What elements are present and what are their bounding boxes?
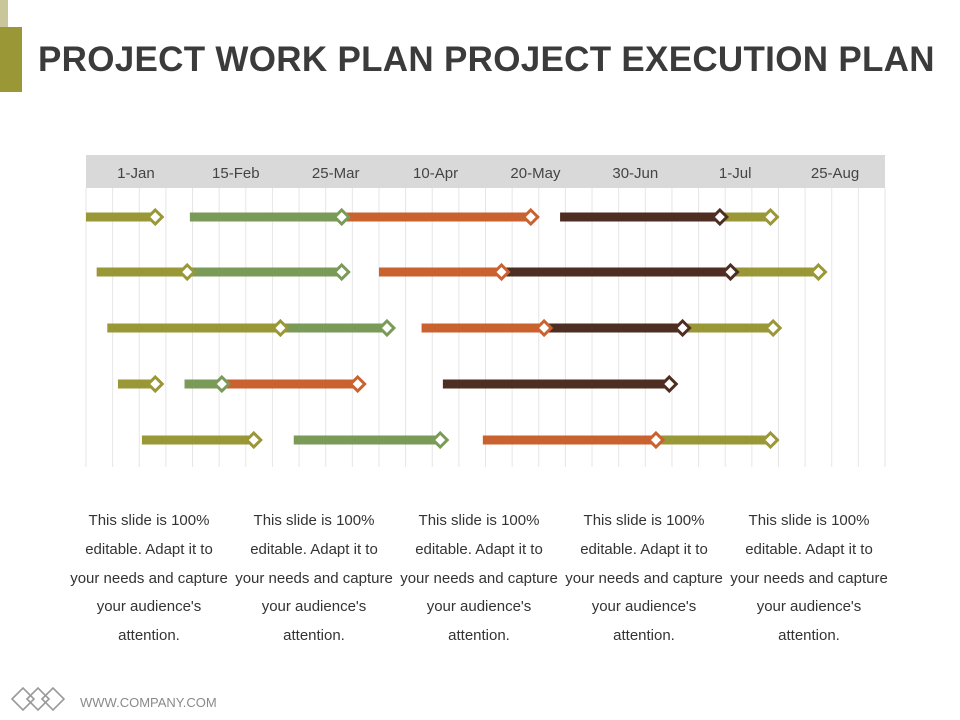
gantt-bar (655, 435, 771, 445)
caption-2: This slide is 100% editable. Adapt it to… (235, 512, 393, 645)
diamond-chain-logo-icon (10, 686, 66, 712)
milestone-diamond-icon (271, 318, 290, 338)
gantt-bar (141, 435, 254, 445)
caption-1: This slide is 100% editable. Adapt it to… (70, 512, 228, 645)
title-accent-bar (0, 27, 22, 92)
milestone-diamond-icon (646, 430, 666, 450)
milestone-diamond-icon (377, 318, 397, 338)
gantt-bar (682, 323, 774, 333)
caption-3: This slide is 100% editable. Adapt it to… (400, 512, 558, 645)
milestone-diamond-icon (492, 262, 511, 282)
gantt-bar (107, 323, 281, 333)
milestone-diamond-icon (764, 318, 783, 338)
milestone-diamond-icon (332, 207, 351, 227)
milestone-diamond-icon (212, 374, 231, 394)
gantt-bar (560, 212, 720, 222)
milestone-diamond-icon (660, 374, 679, 394)
timeline-label: 15-Feb (212, 165, 260, 182)
gantt-bar (421, 323, 545, 333)
gantt-bar (482, 435, 656, 445)
gantt-bar (544, 323, 683, 333)
gantt-bar (378, 267, 502, 277)
milestone-diamond-icon (146, 374, 165, 394)
milestone-diamond-icon (244, 430, 263, 450)
gantt-bar (293, 435, 441, 445)
timeline-label: 25-Mar (312, 165, 360, 182)
milestone-diamond-icon (332, 262, 351, 282)
milestone-diamond-icon (146, 207, 165, 227)
milestone-diamond-icon (348, 374, 367, 394)
gantt-bar (86, 212, 156, 222)
timeline-label: 30-Jun (612, 165, 658, 182)
gantt-bar (184, 379, 222, 389)
milestone-diamond-icon (521, 207, 540, 227)
gantt-bar (501, 267, 731, 277)
gantt-bar (341, 212, 531, 222)
timeline-label: 1-Jan (117, 165, 155, 182)
gantt-bar (96, 267, 188, 277)
gantt-bar (730, 267, 819, 277)
gantt-bar (442, 379, 670, 389)
milestone-diamond-icon (761, 207, 780, 227)
gantt-bars (86, 207, 828, 450)
timeline-label: 25-Aug (811, 165, 859, 182)
timeline-header-bg (86, 155, 885, 188)
milestone-diamond-icon (721, 262, 740, 282)
timeline-label: 20-May (510, 165, 561, 182)
milestone-diamond-icon (178, 262, 197, 282)
timeline-label: 10-Apr (413, 165, 458, 182)
caption-4: This slide is 100% editable. Adapt it to… (565, 512, 723, 645)
gantt-bar (189, 212, 342, 222)
caption-5: This slide is 100% editable. Adapt it to… (730, 512, 888, 645)
gantt-bar (221, 379, 358, 389)
milestone-diamond-icon (710, 207, 729, 227)
timeline-label: 1-Jul (719, 165, 752, 182)
milestone-diamond-icon (761, 430, 780, 450)
captions-row: This slide is 100% editable. Adapt it to… (67, 507, 895, 657)
gantt-timeline: 1-Jan 15-Feb 25-Mar 10-Apr 20-May 30-Jun 1-Jul… (85, 155, 886, 467)
milestone-diamond-icon (809, 262, 828, 282)
milestone-diamond-icon (673, 318, 692, 338)
gantt-bar (117, 379, 156, 389)
gantt-bar (187, 267, 342, 277)
milestone-diamond-icon (431, 430, 450, 450)
title-accent-tip (0, 0, 8, 27)
page-title: PROJECT WORK PLAN PROJECT EXECUTION PLAN (38, 40, 935, 79)
milestone-diamond-icon (534, 318, 554, 338)
gantt-bar (719, 212, 771, 222)
gantt-bar (280, 323, 387, 333)
gantt-header: 1-Jan 15-Feb 25-Mar 10-Apr 20-May 30-Jun 1-Jul… (86, 155, 885, 188)
footer-url: WWW.COMPANY.COM (80, 695, 217, 710)
